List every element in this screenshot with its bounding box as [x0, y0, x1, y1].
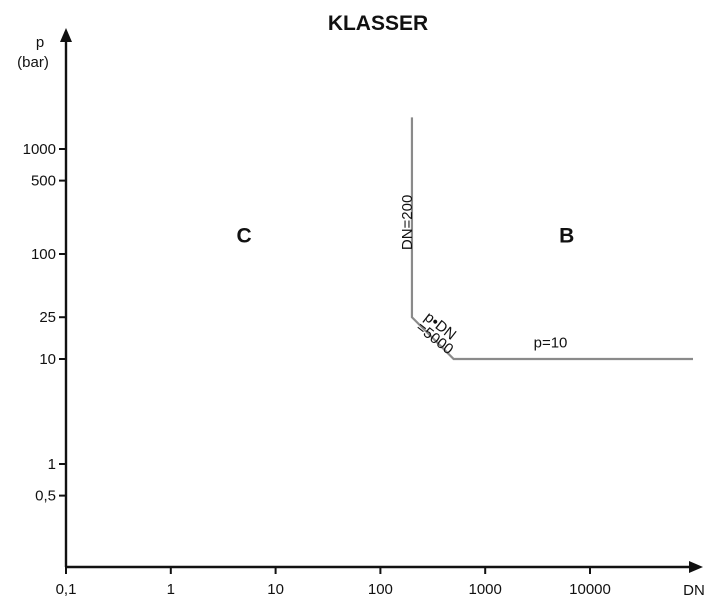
x-tick-label: 0,1 [56, 581, 77, 598]
y-axis-unit: (bar) [17, 54, 49, 71]
y-tick-label: 100 [31, 246, 56, 263]
y-axis-title: p [36, 34, 44, 51]
x-tick-label: 10 [267, 581, 284, 598]
y-tick-label: 0,5 [35, 488, 56, 505]
x-tick-label: 100 [368, 581, 393, 598]
series [410, 117, 693, 361]
boundary-label: p=10 [534, 335, 568, 352]
y-tick-label: 1 [48, 456, 56, 473]
y-axis-arrow [60, 28, 72, 42]
y-tick-label: 25 [39, 309, 56, 326]
x-tick-label: 1000 [469, 581, 502, 598]
x-axis-title: DN [683, 582, 705, 599]
region-label: C [236, 225, 251, 248]
chart-title: KLASSER [328, 12, 428, 35]
y-tick-label: 500 [31, 173, 56, 190]
y-tick-label: 10 [39, 351, 56, 368]
boundary-label: DN=200 [399, 195, 416, 250]
x-axis-arrow [689, 561, 703, 573]
ticks: 0,1 1 10 100 1000 10000 0,5 1 10 25 100 500 1000 [23, 141, 611, 598]
axes [60, 28, 703, 573]
x-tick-label: 1 [167, 581, 175, 598]
boundary-line [410, 117, 693, 361]
region-label: B [559, 225, 574, 248]
x-tick-label: 10000 [569, 581, 611, 598]
y-tick-label: 1000 [23, 141, 56, 158]
